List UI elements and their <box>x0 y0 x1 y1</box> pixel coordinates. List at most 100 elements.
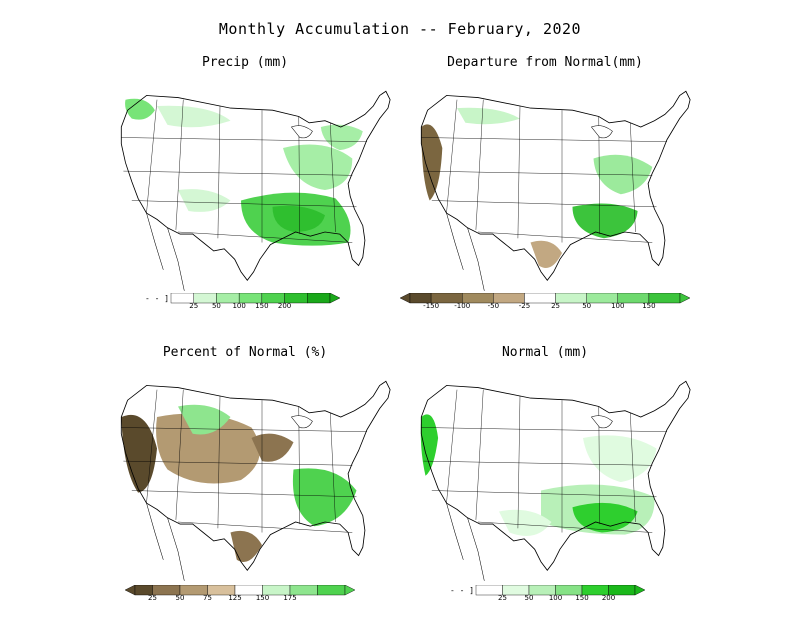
state-boundary <box>477 231 653 243</box>
colorbar-tick-label: 25 <box>498 594 507 602</box>
percent-map <box>120 380 391 581</box>
precip-shading <box>178 189 231 212</box>
precip-shading <box>421 124 443 201</box>
state-boundary <box>477 521 653 533</box>
precip-shading <box>583 435 657 483</box>
precip-shading <box>593 154 653 195</box>
colorbar-tick-label: 50 <box>524 594 534 602</box>
panel-title-percent: Percent of Normal (%) <box>162 345 328 360</box>
state-boundary <box>475 389 484 520</box>
precip-shading <box>530 240 562 268</box>
colorbar-tick-label: 100 <box>548 594 563 602</box>
country-outline <box>120 90 391 281</box>
colorbar-percent: 25 50 75 125 150 175 <box>124 582 356 606</box>
precip-shading <box>572 203 638 239</box>
colorbar-tick-label: 25 <box>189 302 199 310</box>
panel-departure: Departure from Normal(mm) <box>395 55 695 305</box>
state-boundary <box>121 137 368 142</box>
colorbar-leading-marker: - - ] <box>450 586 474 595</box>
colorbar-tick-label: 200 <box>277 302 292 310</box>
panel-normal: Normal (mm) <box>395 345 695 595</box>
colorbar-arrow <box>329 292 341 304</box>
colorbar-departure: -150 -100 -50 -25 25 50 100 150 <box>399 290 691 314</box>
state-boundary <box>146 389 158 504</box>
colorbar-tick-label: 125 <box>228 594 242 602</box>
colorbar-leading-marker: - - ] <box>145 294 169 303</box>
precip-shading <box>499 509 552 536</box>
state-boundary <box>446 389 458 504</box>
panel-title-normal: Normal (mm) <box>501 345 589 360</box>
state-boundary <box>475 99 484 230</box>
colorbar-tick-label: 150 <box>575 594 589 602</box>
great-lakes <box>590 415 613 429</box>
state-boundary <box>431 490 657 498</box>
colorbar-tick-label: 200 <box>601 594 616 602</box>
state-boundary <box>423 460 653 466</box>
colorbar-tick-label: -25 <box>518 302 531 310</box>
great-lakes <box>590 125 613 139</box>
precip-shading <box>320 124 363 151</box>
precip-shading <box>420 414 439 476</box>
precip-shading <box>272 205 325 232</box>
precip-shading <box>156 413 260 484</box>
colorbar-percent-swatches <box>124 584 356 596</box>
colorbar-departure-swatches <box>399 292 691 304</box>
panel-title-departure: Departure from Normal(mm) <box>447 55 643 70</box>
colorbar-tick-label: -100 <box>454 302 471 310</box>
colorbar-tick-label: 50 <box>582 302 592 310</box>
mexico-coast <box>146 213 185 291</box>
country-outline <box>420 90 691 281</box>
country-outline <box>420 380 691 571</box>
departure-map <box>420 90 691 291</box>
colorbar-tick-label: 25 <box>551 302 561 310</box>
state-boundary <box>131 200 357 208</box>
state-boundary <box>175 99 184 230</box>
precip-shading <box>121 414 157 493</box>
precip-shading <box>230 530 262 563</box>
state-boundary <box>123 460 353 466</box>
colorbar-arrow <box>634 584 646 596</box>
colorbar-arrow <box>679 292 691 304</box>
colorbar-normal: - - ] 25 50 100 150 200 <box>450 582 646 606</box>
state-boundary <box>175 389 184 520</box>
state-boundary <box>177 521 353 533</box>
state-boundary <box>123 170 353 176</box>
colorbar-tick-label: 175 <box>283 594 297 602</box>
colorbar-tick-label: 25 <box>148 594 157 602</box>
colorbar-tick-label: 100 <box>611 302 625 310</box>
normal-map <box>420 380 691 581</box>
state-boundary <box>131 490 357 498</box>
colorbar-precip-swatches: - - ] <box>145 292 341 304</box>
state-boundary <box>217 395 221 529</box>
figure-title: Monthly Accumulation -- February, 2020 <box>218 20 582 38</box>
colorbar-tick-label: 150 <box>255 594 270 602</box>
colorbar-normal-swatches: - - ] <box>450 584 646 596</box>
precip-shading <box>178 404 231 435</box>
colorbar-precip: - - ] 25 50 100 150 200 <box>145 290 341 314</box>
colorbar-arrow <box>344 584 356 596</box>
state-boundary <box>146 99 158 214</box>
panel-percent: Percent of Normal (%) <box>95 345 395 595</box>
colorbar-tick-label: 75 <box>203 594 212 602</box>
precip-shading <box>283 144 353 190</box>
colorbar-tick-label: 50 <box>175 594 185 602</box>
precip-shading <box>157 105 231 128</box>
country-outline <box>120 380 391 571</box>
state-boundary <box>121 427 368 432</box>
colorbar-tick-label: 100 <box>232 302 246 310</box>
precip-shading <box>292 468 357 527</box>
colorbar-tick-label: 150 <box>255 302 269 310</box>
state-boundary <box>517 395 521 529</box>
state-boundary <box>423 170 653 176</box>
precip-shading <box>457 107 520 125</box>
mexico-coast <box>146 503 185 581</box>
state-boundary <box>177 231 353 243</box>
great-lakes <box>290 125 313 139</box>
state-boundary <box>421 137 668 142</box>
state-boundary <box>421 427 668 432</box>
precip-map <box>120 90 391 291</box>
colorbar-tick-label: -150 <box>423 302 440 310</box>
panel-title-precip: Precip (mm) <box>201 55 289 70</box>
mexico-coast <box>446 503 485 581</box>
state-boundary <box>217 105 221 239</box>
